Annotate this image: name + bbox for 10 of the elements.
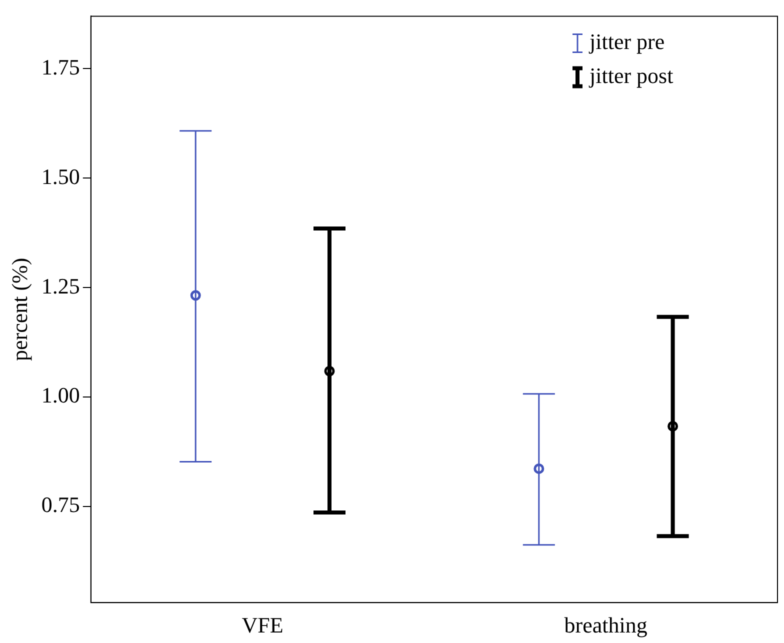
y-axis-title: percent (%) [6, 258, 32, 362]
y-tick-label: 1.00 [41, 382, 80, 408]
y-tick-label: 0.75 [41, 492, 80, 518]
y-tick-label: 1.75 [41, 54, 80, 80]
legend-label: jitter pre [588, 28, 665, 54]
y-tick-label: 1.50 [41, 164, 80, 189]
x-tick-label: VFE [242, 612, 284, 638]
legend-label: jitter post [588, 62, 674, 88]
x-tick-label: breathing [564, 612, 648, 638]
y-tick-label: 1.25 [41, 273, 80, 298]
